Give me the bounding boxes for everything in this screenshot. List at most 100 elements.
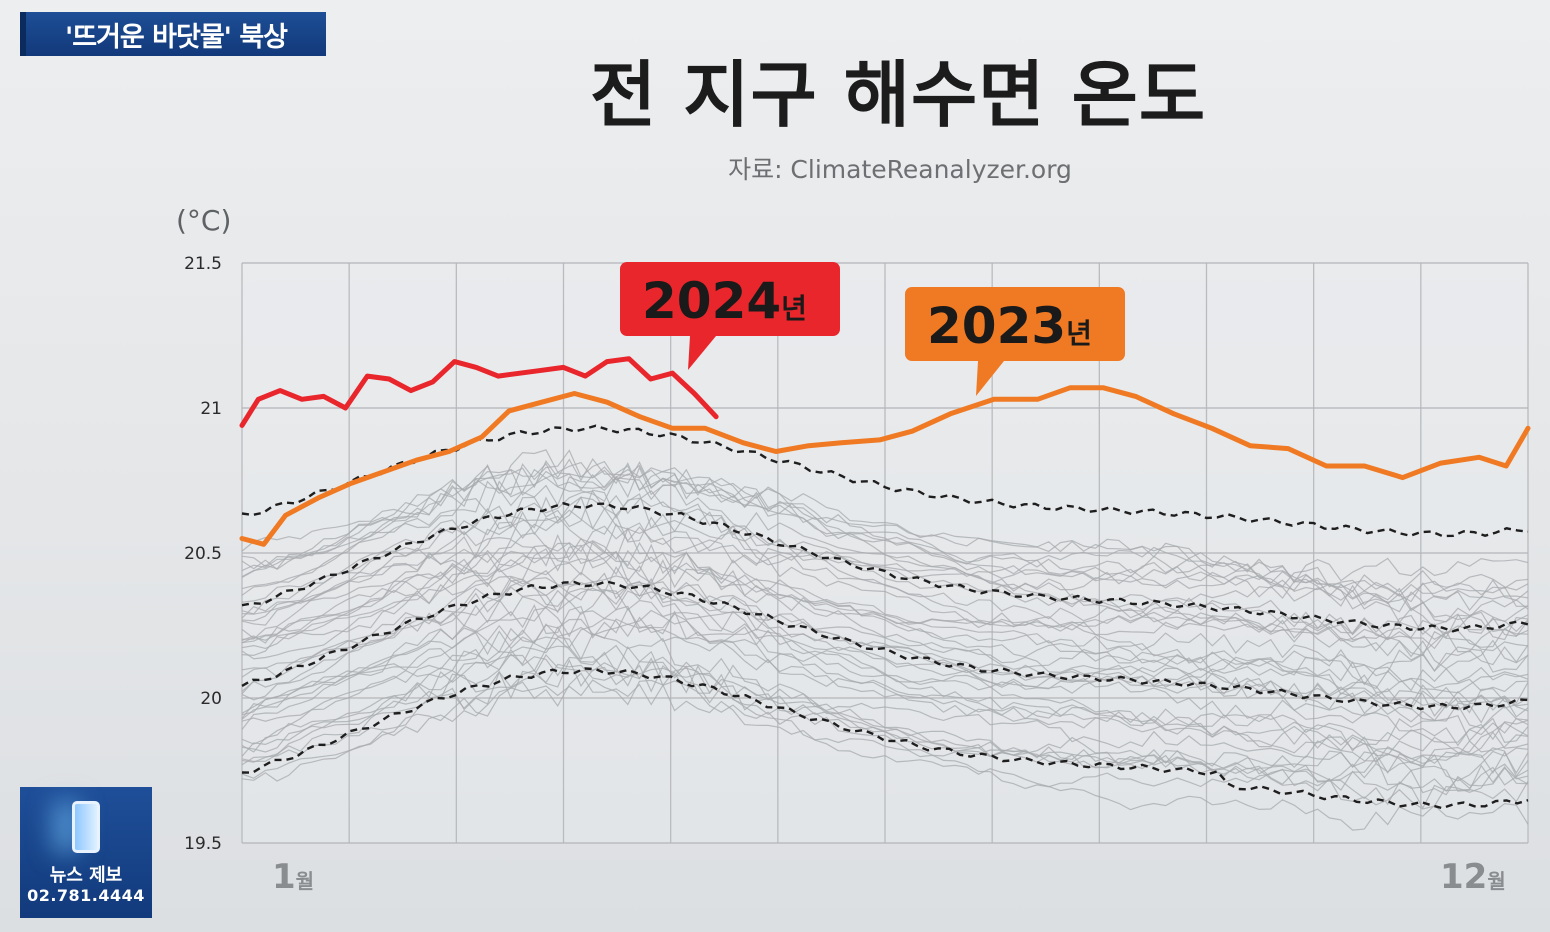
series-point-2024	[648, 376, 653, 382]
series-point-2024	[670, 371, 675, 376]
historical-line	[241, 658, 1529, 810]
historical-line	[241, 576, 1529, 718]
historical-line	[241, 527, 1529, 692]
series-point-2023	[1362, 463, 1367, 469]
x-tick-unit: 월	[296, 869, 314, 893]
series-point-2024	[692, 391, 697, 396]
series-point-2024	[495, 373, 501, 379]
x-tick-label: 12월	[1440, 857, 1506, 897]
historical-line	[241, 509, 1529, 641]
historical-line	[241, 495, 1529, 640]
news-tip-box: 뉴스 제보 02.781.4444	[20, 787, 152, 918]
y-tick-label: 19.5	[184, 834, 222, 854]
series-point-2023	[670, 426, 675, 431]
reference-line	[241, 502, 1529, 633]
historical-line	[241, 462, 1529, 593]
historical-lines	[241, 449, 1529, 831]
historical-line	[241, 609, 1529, 765]
y-tick-label: 20	[200, 689, 222, 709]
callout-tail-2024	[688, 336, 716, 370]
chart-title-wrap: 전 지구 해수면 온도	[548, 36, 1248, 141]
callout-year: 2024	[642, 272, 781, 330]
series-point-2023	[1209, 426, 1215, 431]
callout-label-2023: 2023년	[927, 297, 1092, 355]
series-point-2024	[239, 423, 245, 428]
x-tick-unit: 월	[1487, 869, 1505, 893]
series-point-2023	[1068, 385, 1073, 390]
series-point-2023	[1247, 443, 1253, 448]
series-point-2024	[474, 365, 479, 370]
x-tick-number: 1	[272, 857, 296, 897]
series-point-2024	[604, 359, 610, 364]
series-point-2024	[277, 388, 283, 393]
series-point-2023	[446, 449, 452, 454]
historical-line	[241, 541, 1529, 677]
series-point-2023	[539, 400, 544, 405]
series-point-2024	[256, 397, 261, 402]
highlight-series	[239, 356, 1531, 547]
phone-icon	[72, 801, 100, 853]
series-point-2023	[414, 458, 419, 463]
series-point-2023	[239, 536, 245, 541]
historical-line	[241, 616, 1529, 752]
y-tick-label: 20.5	[184, 544, 222, 564]
series-point-2023	[604, 400, 610, 405]
series-point-2023	[637, 414, 642, 419]
historical-line	[241, 632, 1529, 775]
historical-line	[241, 663, 1529, 782]
historical-line	[241, 449, 1529, 584]
historical-line	[241, 537, 1529, 673]
series-point-2023	[948, 411, 953, 416]
historical-line	[241, 672, 1529, 810]
historical-line	[241, 515, 1529, 640]
series-point-2023	[348, 481, 354, 486]
x-tick-number: 12	[1440, 857, 1487, 897]
news-tip-phone: 02.781.4444	[27, 886, 145, 905]
series-point-2024	[713, 414, 719, 419]
historical-line	[241, 540, 1529, 695]
y-axis-unit: (°C)	[176, 204, 231, 237]
series-point-2023	[506, 408, 512, 414]
series-point-2024	[365, 373, 370, 379]
series-point-2024	[299, 397, 305, 402]
callout-year-suffix: 년	[1066, 317, 1092, 350]
chart-source: 자료: ClimateReanalyzer.org	[728, 155, 1072, 184]
series-point-2023	[703, 426, 708, 431]
x-tick-label: 1월	[272, 857, 314, 897]
historical-line	[241, 572, 1529, 729]
series-point-2024	[626, 356, 632, 361]
series-point-2023	[1400, 475, 1405, 480]
series-point-2023	[839, 440, 844, 445]
series-point-2024	[386, 376, 392, 382]
series-point-2023	[1476, 455, 1482, 460]
historical-line	[241, 636, 1529, 806]
series-point-2023	[1133, 394, 1138, 399]
callout-box-2024	[620, 262, 840, 336]
series-point-2023	[1035, 397, 1040, 402]
series-point-2023	[1171, 411, 1177, 416]
series-point-2023	[381, 469, 386, 474]
series-point-2023	[1525, 426, 1531, 431]
series-point-2024	[517, 371, 523, 376]
series-point-2023	[806, 443, 811, 448]
series-point-2023	[1324, 463, 1329, 469]
historical-line	[241, 466, 1529, 603]
series-point-2024	[539, 368, 544, 373]
historical-line	[241, 458, 1529, 600]
series-point-2023	[991, 397, 997, 402]
series-point-2023	[741, 440, 746, 445]
news-tip-label: 뉴스 제보	[49, 865, 123, 886]
series-point-2023	[1100, 385, 1106, 390]
series-point-2023	[572, 391, 577, 396]
reference-line	[241, 667, 1529, 810]
reference-line	[241, 580, 1529, 711]
series-point-2023	[1286, 446, 1291, 451]
historical-line	[241, 544, 1529, 657]
callout-tail-2023	[976, 361, 1004, 396]
series-point-2023	[910, 429, 915, 434]
series-callouts: 2024 년 2023년	[620, 262, 1125, 396]
series-point-2024	[452, 359, 457, 364]
series-point-2024	[321, 394, 326, 399]
